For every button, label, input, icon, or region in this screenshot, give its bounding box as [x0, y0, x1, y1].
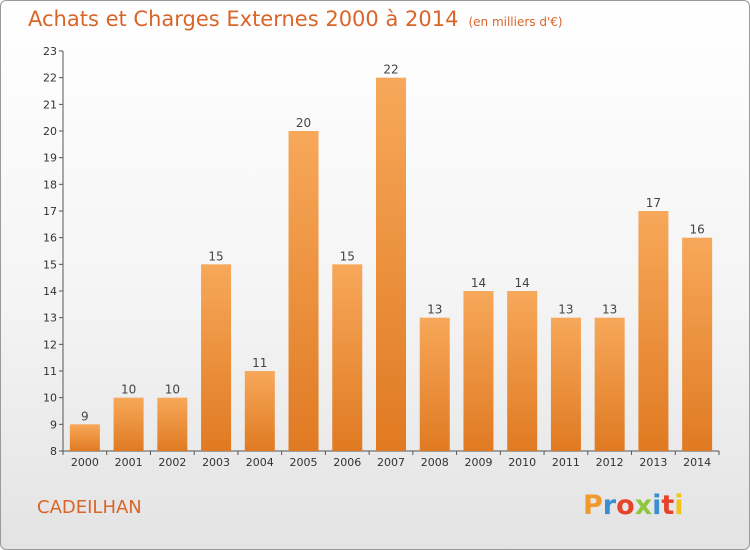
bar: [463, 291, 494, 451]
bar: [332, 264, 363, 451]
logo-letter: i: [652, 490, 662, 521]
y-tick-label: 15: [43, 258, 57, 271]
logo-letter: x: [634, 490, 653, 521]
data-label: 20: [296, 116, 311, 130]
x-tick-label: 2006: [333, 456, 361, 469]
x-tick-label: 2001: [115, 456, 143, 469]
data-label: 13: [602, 303, 617, 317]
data-label: 14: [471, 276, 486, 290]
data-label: 9: [81, 409, 89, 423]
y-tick-label: 8: [50, 445, 57, 458]
bar: [507, 291, 538, 451]
y-tick-label: 11: [43, 365, 57, 378]
y-tick-label: 18: [43, 178, 57, 191]
y-tick-label: 21: [43, 98, 57, 111]
y-tick-label: 13: [43, 312, 57, 325]
bar: [244, 371, 275, 451]
data-label: 17: [646, 196, 661, 210]
logo-letter: P: [583, 490, 603, 521]
bar: [682, 237, 713, 451]
x-tick-label: 2012: [596, 456, 624, 469]
data-labels: 9 10 10 15 11 20 15 22 13 14 14 13 13 17 16: [81, 63, 705, 424]
data-label: 13: [558, 303, 573, 317]
y-tick-label: 19: [43, 152, 57, 165]
x-tick-label: 2013: [639, 456, 667, 469]
y-tick-label: 20: [43, 125, 57, 138]
logo-letter: r: [602, 490, 617, 521]
x-tick-label: 2000: [71, 456, 99, 469]
title-text: Achats et Charges Externes 2000 à 2014: [28, 7, 459, 31]
y-tick-label: 14: [43, 285, 57, 298]
x-tick-label: 2009: [464, 456, 492, 469]
x-tick-label: 2004: [246, 456, 274, 469]
x-tick-label: 2002: [158, 456, 186, 469]
chart-title: Achats et Charges Externes 2000 à 2014 (e…: [28, 7, 563, 31]
y-tick-label: 9: [50, 418, 57, 431]
y-tick-label: 16: [43, 232, 57, 245]
data-label: 15: [208, 249, 223, 263]
bar: [201, 264, 232, 451]
bar: [594, 317, 625, 451]
y-tick-label: 23: [43, 45, 57, 58]
bars: [69, 77, 713, 452]
data-label: 11: [252, 356, 267, 370]
data-label: 10: [165, 383, 180, 397]
y-tick-label: 10: [43, 392, 57, 405]
bar: [638, 211, 669, 451]
data-label: 22: [383, 63, 398, 77]
bar: [69, 424, 100, 451]
proxiti-logo: Proxiti: [583, 490, 684, 521]
data-label: 10: [121, 383, 136, 397]
x-tick-label: 2010: [508, 456, 536, 469]
logo-letter: i: [674, 490, 684, 521]
unit-note: (en milliers d'€): [468, 15, 563, 29]
data-label: 14: [515, 276, 530, 290]
y-tick-label: 22: [43, 72, 57, 85]
x-tick-label: 2003: [202, 456, 230, 469]
commune-name: CADEILHAN: [37, 497, 142, 518]
bar: [113, 397, 144, 451]
data-label: 15: [340, 249, 355, 263]
bar: [550, 317, 581, 451]
logo-letter: o: [616, 490, 635, 521]
x-tick-label: 2007: [377, 456, 405, 469]
bar: [419, 317, 450, 451]
bar: [157, 397, 188, 451]
x-tick-label: 2011: [552, 456, 580, 469]
x-tick-label: 2005: [290, 456, 318, 469]
y-tick-label: 17: [43, 205, 57, 218]
data-label: 16: [689, 223, 704, 237]
bar: [376, 77, 406, 452]
data-label: 13: [427, 303, 442, 317]
y-tick-label: 12: [43, 338, 57, 351]
logo-letter: t: [661, 490, 675, 521]
bar: [288, 131, 319, 451]
x-tick-label: 2014: [683, 456, 711, 469]
x-tick-label: 2008: [421, 456, 449, 469]
